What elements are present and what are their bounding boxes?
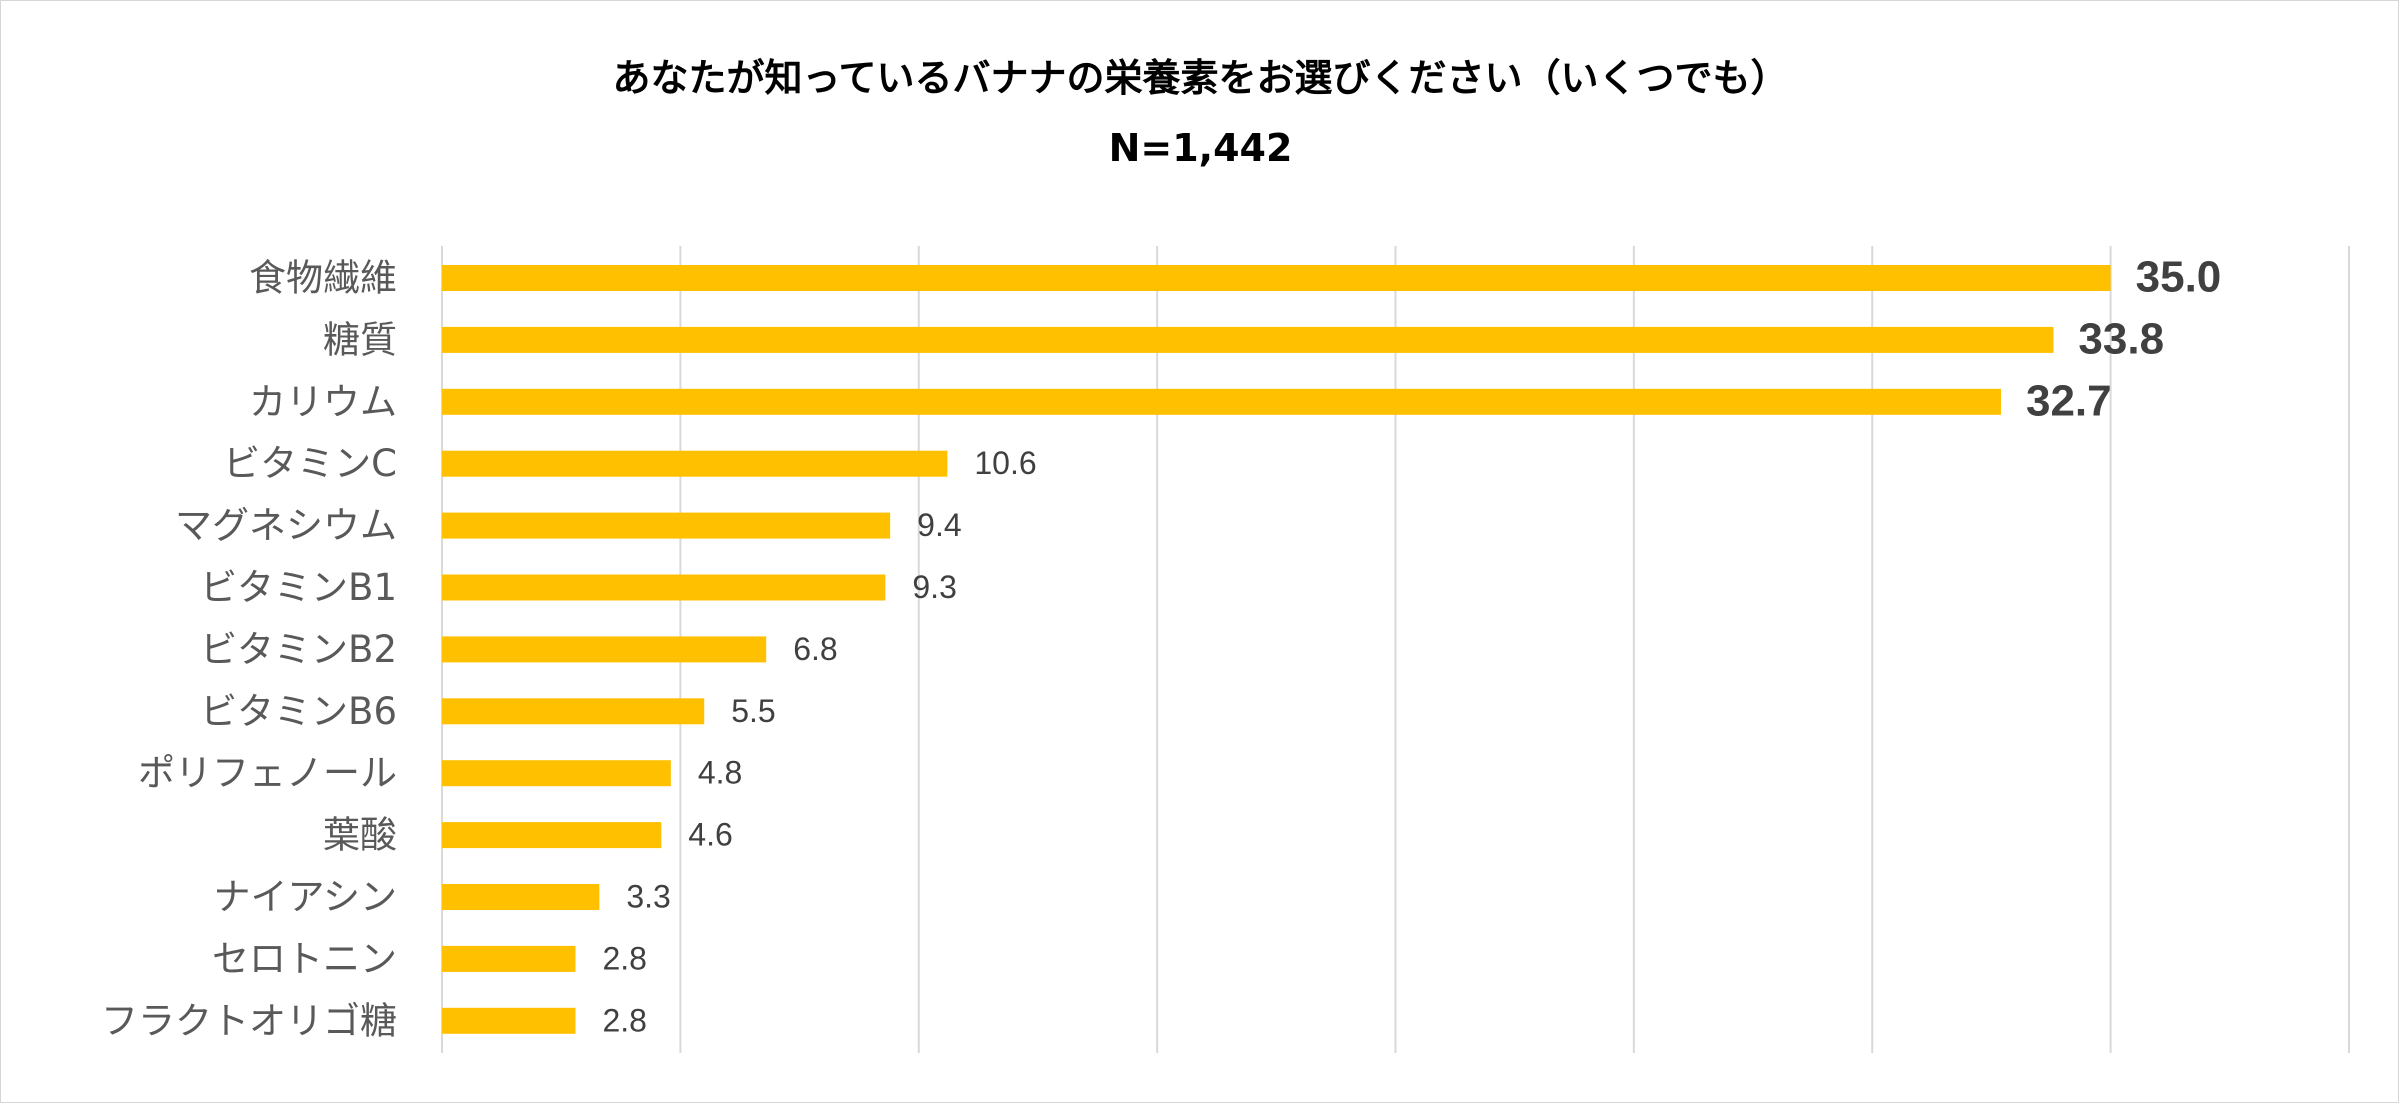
bar (442, 760, 671, 787)
category-label: ビタミンB2 (200, 628, 397, 671)
data-label: 33.8 (2078, 315, 2164, 364)
category-label: ナイアシン (213, 876, 397, 919)
bar (442, 512, 891, 539)
data-label: 4.6 (688, 817, 732, 853)
bar (442, 1007, 576, 1034)
category-label: セロトニン (212, 937, 397, 980)
bars (442, 265, 2111, 1034)
category-label: 葉酸 (323, 814, 397, 857)
value-labels: 35.0 33.8 32.7 10.6 9.4 9.3 6.8 5.5 4.8 4.6 3.3 2.8… (602, 253, 2221, 1039)
category-label: フラクトオリゴ糖 (101, 999, 397, 1042)
data-label: 10.6 (974, 445, 1036, 481)
data-label: 3.3 (626, 878, 670, 914)
bar (442, 945, 576, 972)
data-label: 35.0 (2136, 253, 2222, 302)
data-label: 2.8 (602, 940, 646, 976)
category-label: ビタミンB6 (200, 690, 397, 733)
bar (442, 326, 2054, 353)
data-label: 32.7 (2026, 376, 2112, 425)
data-label: 9.4 (917, 507, 961, 543)
data-label: 5.5 (731, 693, 775, 729)
category-label: ポリフェノール (138, 752, 397, 795)
chart-title: あなたが知っているバナナの栄養素をお選びください（いくつでも） (612, 56, 1789, 100)
bar (442, 265, 2111, 291)
bar (442, 574, 886, 601)
category-label: ビタミンC (223, 442, 397, 485)
data-label: 4.8 (698, 755, 742, 791)
category-label: カリウム (249, 380, 397, 423)
data-label: 2.8 (602, 1002, 646, 1038)
category-label: 糖質 (323, 318, 397, 361)
bar (442, 698, 705, 725)
category-label: マグネシウム (175, 504, 397, 547)
chart-subtitle: N=1,442 (1108, 126, 1293, 170)
category-label: ビタミンB1 (200, 566, 397, 609)
data-label: 9.3 (912, 569, 956, 605)
bar (442, 884, 600, 910)
bar (442, 388, 2001, 415)
bar (442, 450, 948, 477)
bar (442, 822, 662, 849)
gridlines (441, 246, 2350, 1053)
category-label: 食物繊維 (249, 257, 397, 300)
bar (442, 636, 767, 663)
data-label: 6.8 (793, 631, 837, 667)
